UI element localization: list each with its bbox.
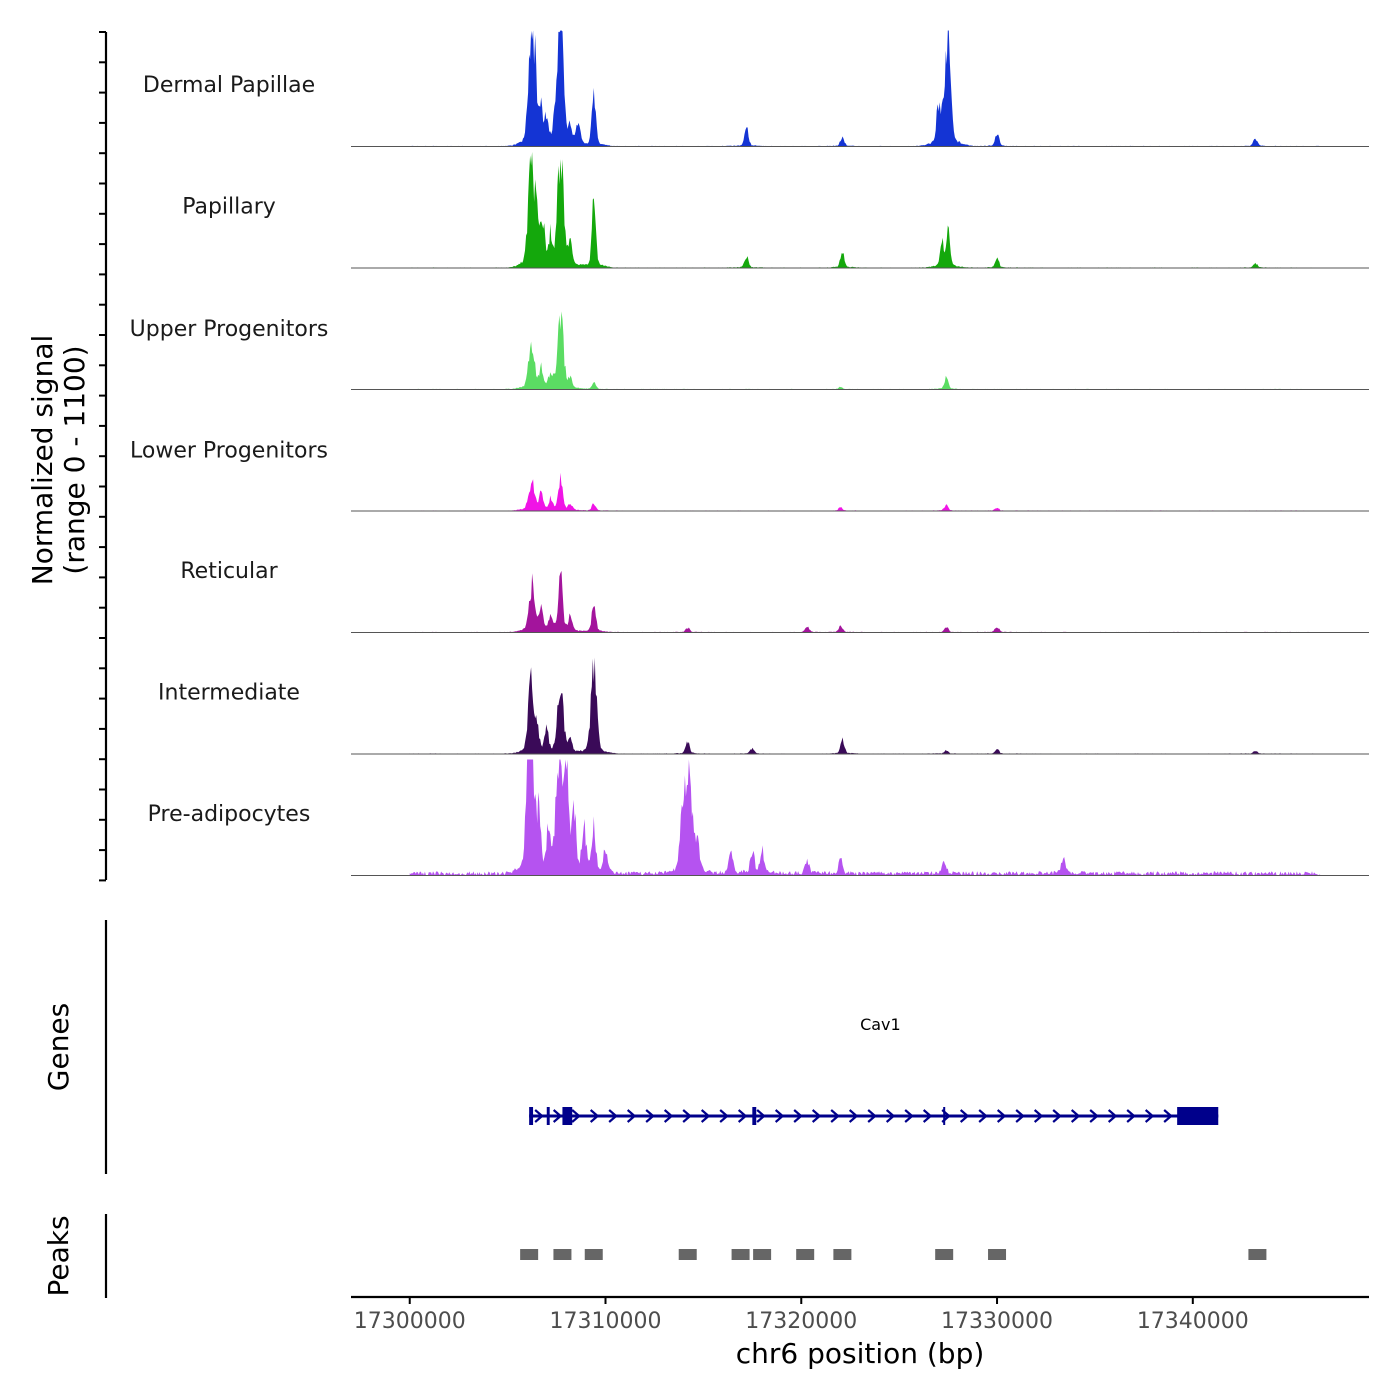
strand-arrow	[978, 1109, 988, 1123]
track-reticular: Reticular	[180, 559, 1369, 633]
strand-arrow	[737, 1109, 748, 1123]
strand-arrow	[904, 1109, 914, 1123]
peak-region	[935, 1249, 954, 1260]
strand-arrow	[1144, 1109, 1155, 1123]
strand-arrow	[682, 1109, 692, 1123]
strand-arrow	[959, 1109, 970, 1123]
y-axis-title-line-2: (range 0 - 1100)	[58, 345, 91, 574]
coverage-area	[409, 152, 1321, 268]
strand-arrow	[1126, 1109, 1136, 1123]
peak-region	[584, 1249, 603, 1260]
y-axis-title-line-1: Normalized signal	[26, 335, 59, 586]
peak-region	[520, 1249, 539, 1260]
strand-arrow	[534, 1109, 544, 1123]
peak-region	[678, 1249, 697, 1260]
strand-arrow	[1089, 1109, 1099, 1123]
track-label: Intermediate	[158, 681, 300, 706]
strand-arrow	[922, 1109, 933, 1123]
strand-arrow	[645, 1109, 655, 1123]
strand-arrow	[700, 1109, 711, 1123]
strand-arrow	[1052, 1109, 1062, 1123]
coverage-tracks: Dermal Papillae Papillary Upper Progenitor…	[130, 30, 1369, 876]
strand-arrow	[756, 1109, 766, 1123]
gene-exon	[752, 1107, 757, 1125]
gene-track: Cav1	[529, 1015, 1219, 1125]
coverage-area	[409, 472, 1321, 511]
strand-arrow	[1070, 1109, 1081, 1123]
gene-exon	[562, 1107, 573, 1125]
track-lower-progenitors: Lower Progenitors	[130, 439, 1369, 512]
x-tick-label: 17330000	[941, 1309, 1053, 1334]
strand-arrow	[848, 1109, 859, 1123]
strand-arrow	[774, 1109, 785, 1123]
strand-arrow	[793, 1109, 803, 1123]
gene-exon	[546, 1107, 550, 1125]
peak-region	[796, 1249, 815, 1260]
track-label: Pre-adipocytes	[148, 802, 311, 827]
strand-arrow	[811, 1109, 822, 1123]
strand-arrow	[608, 1109, 618, 1123]
coverage-area	[409, 657, 1321, 754]
coverage-area	[409, 570, 1321, 633]
track-upper-progenitors: Upper Progenitors	[130, 311, 1369, 390]
strand-arrow	[589, 1109, 600, 1123]
x-axis-title: chr6 position (bp)	[736, 1337, 985, 1370]
strand-arrow	[1015, 1109, 1025, 1123]
peaks-panel-title: Peaks	[42, 1215, 75, 1296]
strand-arrow	[1033, 1109, 1044, 1123]
peak-region	[553, 1249, 572, 1260]
strand-arrow	[867, 1109, 877, 1123]
peak-track	[520, 1249, 1267, 1260]
track-intermediate: Intermediate	[158, 657, 1369, 755]
y-axis-title: Normalized signal (range 0 - 1100)	[26, 335, 91, 586]
track-label: Lower Progenitors	[130, 439, 328, 464]
strand-arrow	[1163, 1109, 1173, 1123]
track-label: Papillary	[182, 195, 276, 220]
x-tick-label: 17310000	[550, 1309, 662, 1334]
gene-label: Cav1	[860, 1015, 901, 1034]
peak-region	[753, 1249, 772, 1260]
peak-region	[988, 1249, 1007, 1260]
peak-region	[731, 1249, 750, 1260]
coverage-y-axis-ticks	[99, 31, 106, 882]
track-pre-adipocytes: Pre-adipocytes	[148, 759, 1369, 876]
gene-exon	[1177, 1107, 1219, 1125]
x-tick-label: 17300000	[354, 1309, 466, 1334]
strand-arrow	[1107, 1109, 1118, 1123]
track-label: Upper Progenitors	[130, 317, 329, 342]
x-axis-ticks: 17300000 17310000 17320000 17330000 17340000	[354, 1297, 1249, 1334]
strand-arrow	[571, 1109, 581, 1123]
coverage-area	[409, 30, 1321, 147]
peak-region	[833, 1249, 852, 1260]
genes-panel-title: Genes	[42, 1003, 75, 1091]
coverage-area	[409, 759, 1321, 876]
strand-arrow	[663, 1109, 674, 1123]
strand-arrow	[626, 1109, 637, 1123]
strand-arrow	[719, 1109, 729, 1123]
coverage-area	[409, 311, 1321, 390]
track-label: Dermal Papillae	[143, 73, 315, 98]
strand-arrow	[885, 1109, 896, 1123]
x-tick-label: 17320000	[745, 1309, 857, 1334]
strand-arrow	[830, 1109, 840, 1123]
gene-exon	[943, 1107, 946, 1125]
peak-region	[1248, 1249, 1267, 1260]
track-dermal-papillae: Dermal Papillae	[143, 30, 1369, 147]
strand-arrow	[552, 1109, 563, 1123]
x-tick-label: 17340000	[1137, 1309, 1249, 1334]
track-label: Reticular	[180, 559, 278, 584]
track-papillary: Papillary	[182, 152, 1369, 269]
gene-exon	[529, 1107, 534, 1125]
strand-arrow	[996, 1109, 1007, 1123]
